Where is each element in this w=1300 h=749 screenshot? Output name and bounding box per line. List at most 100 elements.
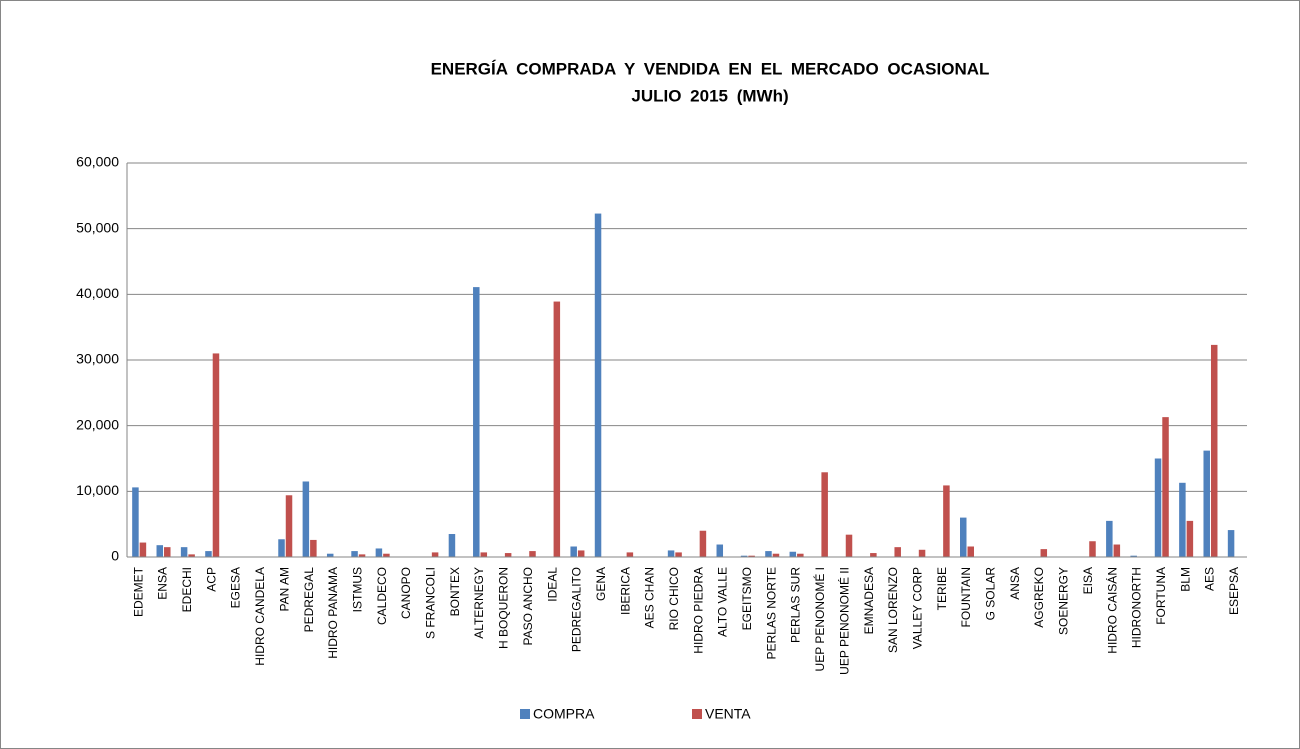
bar xyxy=(448,534,456,557)
chart-title: ENERGÍA COMPRADA Y VENDIDA EN EL MERCADO… xyxy=(431,59,990,78)
y-tick-label: 40,000 xyxy=(76,285,119,301)
y-tick-label: 20,000 xyxy=(76,416,119,432)
bar xyxy=(480,552,488,557)
x-tick-label: EDECHI xyxy=(180,567,194,612)
x-tick-label: UEP PENONOMÉ II xyxy=(836,567,851,675)
bar xyxy=(302,481,310,557)
x-tick-label: UEP PENONOMÉ I xyxy=(812,567,827,671)
x-tick-label: AES CHAN xyxy=(643,567,657,628)
x-tick-label: EDEMET xyxy=(131,566,145,617)
bar xyxy=(188,554,195,557)
y-tick-label: 10,000 xyxy=(76,482,119,498)
bar xyxy=(212,353,220,557)
bar xyxy=(667,550,675,557)
x-tick-label: IDEAL xyxy=(545,567,559,602)
legend-label: COMPRA xyxy=(533,706,595,722)
x-tick-label: ACP xyxy=(204,567,218,592)
bar xyxy=(1186,520,1194,557)
y-tick-label: 50,000 xyxy=(76,219,119,235)
bar xyxy=(918,549,926,557)
bar xyxy=(180,547,188,557)
x-tick-label: VALLEY CORP xyxy=(910,567,924,649)
x-tick-label: EMNADESA xyxy=(862,567,876,634)
x-tick-label: SAN LORENZO xyxy=(886,567,900,653)
bar xyxy=(278,539,285,557)
x-tick-label: ALTERNEGY xyxy=(472,567,486,639)
bar xyxy=(1179,482,1186,557)
bar xyxy=(570,546,577,557)
y-tick-label: 30,000 xyxy=(76,351,119,367)
x-tick-label: ESEPSA xyxy=(1227,567,1241,615)
bar xyxy=(870,553,877,557)
bar xyxy=(594,213,602,557)
x-tick-label: PEDREGALITO xyxy=(570,567,584,652)
x-tick-label: BONTEX xyxy=(448,567,462,616)
x-tick-label: HIDRO PANAMA xyxy=(326,567,340,659)
y-tick-label: 0 xyxy=(111,548,119,564)
bar xyxy=(967,546,974,557)
bar xyxy=(1162,417,1169,557)
bar xyxy=(473,287,480,557)
x-tick-label: HIDRO CANDELA xyxy=(253,567,267,666)
legend-swatch xyxy=(692,709,702,719)
bar xyxy=(139,542,147,557)
bar xyxy=(1130,555,1137,557)
bar xyxy=(577,550,585,557)
x-tick-label: FOUNTAIN xyxy=(959,567,973,627)
x-tick-label: EGESA xyxy=(229,567,243,608)
x-tick-label: ENSA xyxy=(156,567,170,600)
bar xyxy=(675,552,682,557)
x-tick-label: BLM xyxy=(1178,567,1192,592)
bar xyxy=(821,472,828,557)
x-tick-label: EGEITSMO xyxy=(740,567,754,630)
bar xyxy=(358,554,366,557)
bar xyxy=(845,534,853,557)
bar xyxy=(553,301,561,557)
x-tick-label: RIO CHICO xyxy=(667,567,681,630)
bar xyxy=(326,553,334,557)
x-tick-label: AES xyxy=(1203,567,1217,591)
bar xyxy=(1227,530,1235,557)
bar xyxy=(772,553,780,557)
legend-label: VENTA xyxy=(705,706,751,722)
x-tick-label: HIDRO PIEDRA xyxy=(691,567,705,654)
x-tick-label: TERIBE xyxy=(935,567,949,610)
bar xyxy=(205,551,212,557)
bar xyxy=(1040,549,1048,557)
bar xyxy=(504,553,512,557)
bar xyxy=(156,545,164,557)
x-tick-label: FORTUNA xyxy=(1154,567,1168,625)
x-tick-label: PAN AM xyxy=(277,567,291,611)
bar xyxy=(699,530,707,557)
x-tick-label: S FRANCOLI xyxy=(424,567,438,639)
x-tick-label: GENA xyxy=(594,567,608,601)
bar xyxy=(789,551,797,557)
bar xyxy=(960,517,967,557)
bar xyxy=(132,487,139,557)
x-tick-label: PERLAS SUR xyxy=(789,567,803,643)
bar xyxy=(1210,344,1218,557)
x-tick-label: EISA xyxy=(1081,567,1095,594)
x-tick-label: IBERICA xyxy=(618,567,632,615)
x-tick-label: CALDECO xyxy=(375,567,389,625)
bar xyxy=(383,553,390,557)
bar xyxy=(1106,520,1113,557)
legend-swatch xyxy=(520,709,530,719)
x-tick-label: ALTO VALLE xyxy=(716,567,730,637)
x-tick-label: HIDRO CAISÁN xyxy=(1104,567,1119,654)
x-tick-label: G SOLAR xyxy=(984,567,998,621)
y-tick-label: 60,000 xyxy=(76,154,119,170)
chart-subtitle: JULIO 2015 (MWh) xyxy=(631,86,788,105)
x-tick-label: PEDREGAL xyxy=(302,567,316,633)
bar xyxy=(1154,458,1162,557)
bar xyxy=(431,552,439,557)
bar xyxy=(797,553,804,557)
bar xyxy=(285,495,293,557)
x-tick-label: ISTMUS xyxy=(350,567,364,612)
bar xyxy=(748,555,755,557)
x-tick-label: PERLAS NORTE xyxy=(764,567,778,659)
bar xyxy=(1089,541,1096,557)
x-tick-label: AGGREKO xyxy=(1032,567,1046,628)
bar xyxy=(351,551,358,557)
